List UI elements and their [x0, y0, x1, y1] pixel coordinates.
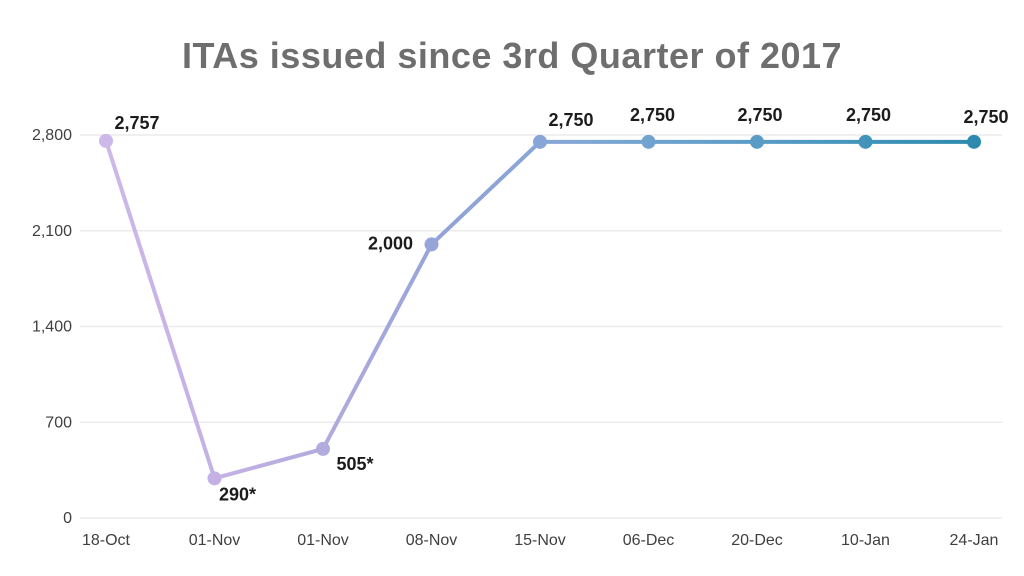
data-point-label: 2,750	[846, 105, 891, 125]
data-point-label: 2,757	[114, 113, 159, 133]
data-point	[424, 237, 439, 252]
data-point-label: 2,000	[368, 233, 413, 253]
data-point-label: 505*	[336, 454, 373, 474]
y-axis-tick-label: 1,400	[32, 319, 72, 336]
data-point-label: 2,750	[963, 107, 1008, 127]
data-point	[858, 134, 873, 149]
data-point-label: 2,750	[737, 105, 782, 125]
x-axis-tick-label: 08-Nov	[406, 532, 458, 549]
data-point	[99, 133, 113, 148]
x-axis-tick-label: 01-Nov	[297, 532, 349, 549]
data-point	[967, 134, 981, 149]
x-axis-tick-label: 10-Jan	[841, 532, 890, 549]
data-point	[316, 441, 330, 456]
data-point	[207, 471, 222, 486]
x-axis-tick-label: 18-Oct	[82, 532, 131, 549]
y-axis-tick-label: 700	[45, 414, 72, 431]
x-axis-tick-label: 24-Jan	[950, 532, 999, 549]
y-axis-tick-label: 0	[63, 510, 72, 527]
data-point	[533, 134, 547, 149]
data-point-label: 2,750	[548, 110, 593, 130]
y-axis-tick-label: 2,100	[32, 223, 72, 240]
data-point-label: 2,750	[630, 105, 675, 125]
y-axis-tick-label: 2,800	[32, 127, 72, 144]
x-axis-tick-label: 15-Nov	[514, 532, 566, 549]
chart-title: ITAs issued since 3rd Quarter of 2017	[181, 35, 843, 76]
data-point	[641, 134, 656, 149]
data-line	[104, 138, 976, 481]
x-axis-tick-label: 01-Nov	[189, 532, 241, 549]
data-point-label: 290*	[219, 484, 256, 504]
x-axis-tick-label: 20-Dec	[731, 532, 783, 549]
x-axis-tick-label: 06-Dec	[623, 532, 675, 549]
data-point	[750, 134, 764, 149]
